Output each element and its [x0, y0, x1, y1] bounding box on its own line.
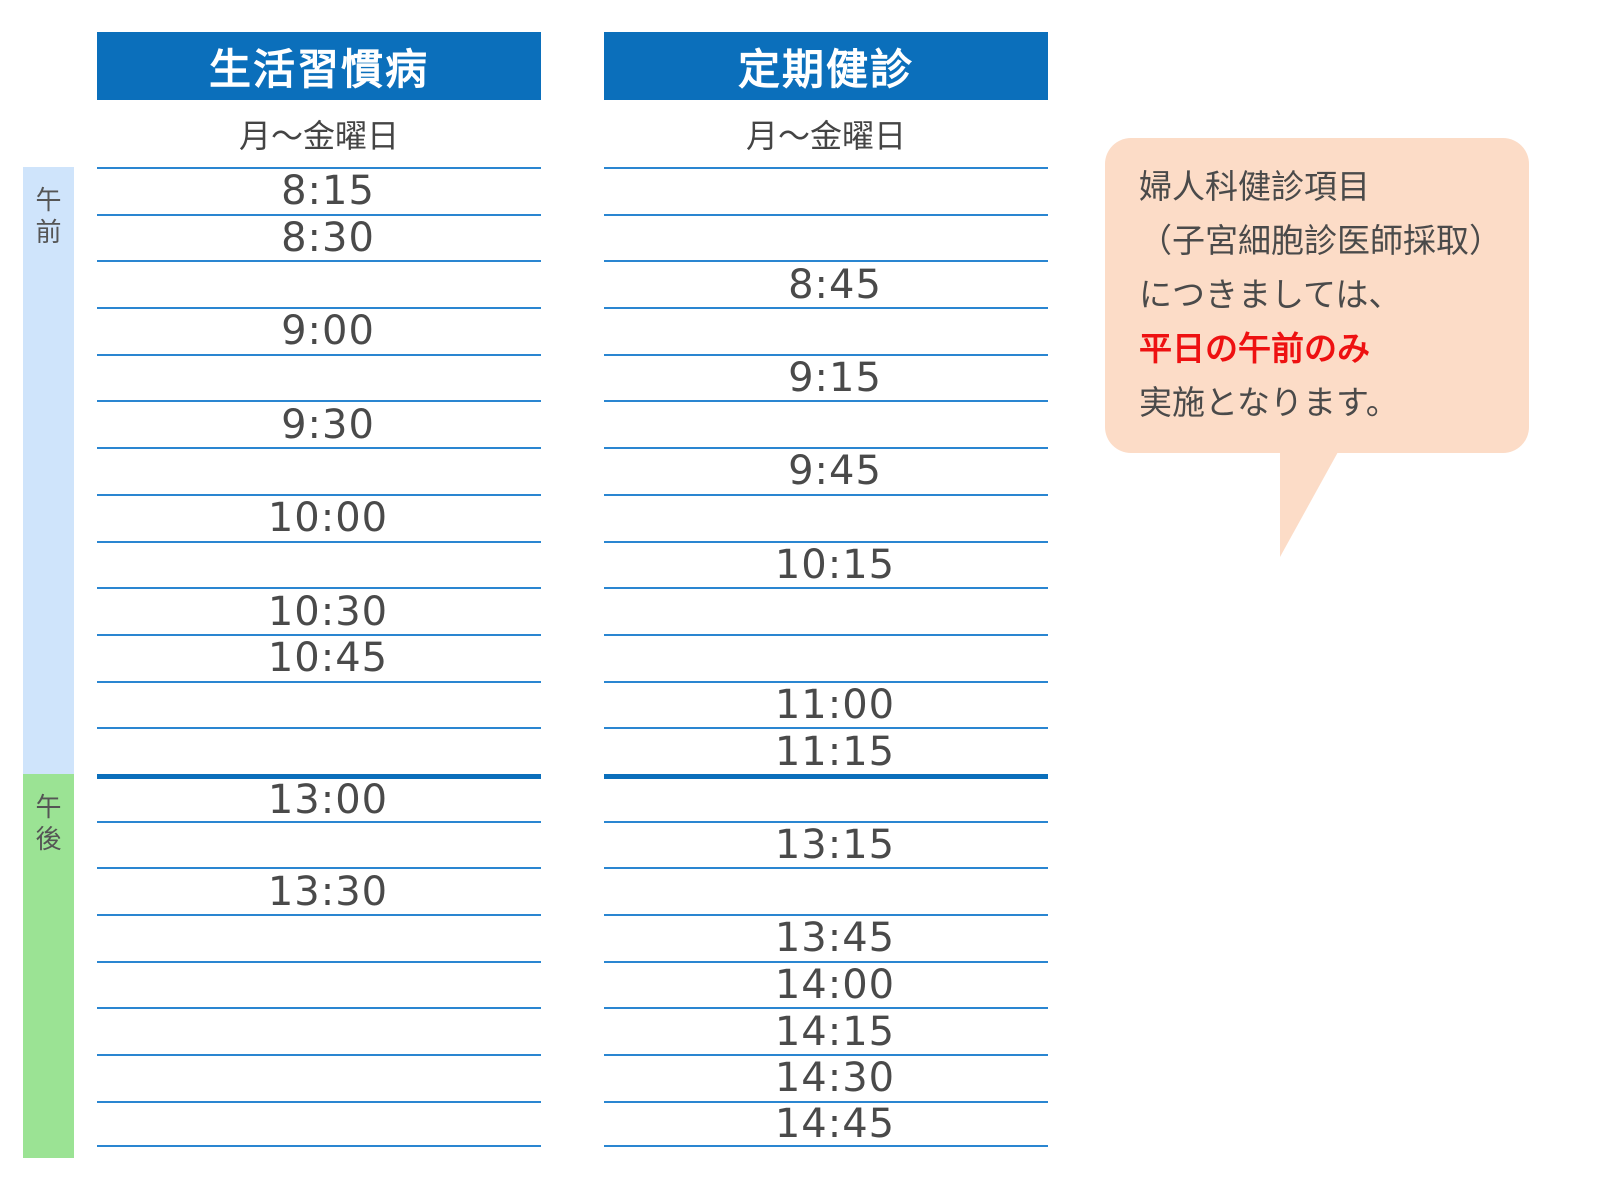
time-slot-row: 9:45	[604, 447, 1048, 494]
time-slot-label: 9:30	[281, 401, 375, 448]
time-slot-row	[97, 960, 541, 1008]
time-slot-list: 8:45 9:15 9:45 10:15 11:00 11:15 13:15 13:45 14:…	[604, 167, 1048, 1148]
time-slot-label: 13:15	[774, 821, 896, 868]
time-slot-label: 11:15	[774, 728, 896, 775]
time-slot-row	[604, 773, 1048, 821]
time-slot-row: 9:30	[97, 400, 541, 447]
time-slot-row: 14:30	[604, 1054, 1048, 1101]
time-slot-label: 10:00	[267, 495, 389, 542]
time-slot-label: 14:45	[774, 1101, 896, 1148]
time-slot-row	[97, 914, 541, 961]
regular-checkup-column: 定期健診 月～金曜日 8:45 9:15 9:45 10:15 11:00 11:15 13…	[604, 32, 1048, 1148]
time-slot-label: 13:30	[267, 868, 389, 915]
time-slot-label: 14:30	[774, 1055, 896, 1102]
note-line: 婦人科健診項目	[1139, 167, 1370, 206]
time-slot-row: 8:30	[97, 213, 541, 262]
time-slot-row	[97, 1007, 541, 1054]
time-slot-label: 13:45	[774, 915, 896, 962]
lifestyle-disease-column: 生活習慣病 月～金曜日 8:15 8:30 9:00 9:30 10:00 10:30 10…	[97, 32, 541, 1148]
afternoon-period-bar: 午 後	[23, 774, 74, 1158]
time-slot-row	[97, 447, 541, 494]
note-line: 実施となります。	[1139, 383, 1399, 422]
time-slot-row: 14:15	[604, 1007, 1048, 1054]
time-slot-row: 13:00	[97, 773, 541, 823]
time-slot-row	[604, 167, 1048, 214]
time-slot-row	[97, 260, 541, 307]
time-slot-row	[604, 867, 1048, 914]
time-slot-row	[97, 353, 541, 401]
time-slot-row: 10:00	[97, 493, 541, 542]
time-slot-row: 11:15	[604, 727, 1048, 774]
time-slot-row	[97, 680, 541, 728]
column-title: 定期健診	[604, 32, 1048, 100]
time-slot-label: 9:00	[281, 308, 375, 355]
time-slot-row: 14:00	[604, 960, 1048, 1009]
time-slot-row	[97, 540, 541, 588]
time-slot-row: 9:00	[97, 307, 541, 354]
time-slot-label: 10:45	[267, 635, 389, 682]
morning-period-bar: 午 前	[23, 167, 74, 774]
time-slot-row: 10:30	[97, 587, 541, 634]
time-slot-label: 13:00	[267, 776, 389, 823]
time-slot-row	[604, 307, 1048, 354]
time-slot-label: 8:30	[281, 215, 375, 262]
time-slot-label: 10:15	[774, 541, 896, 588]
time-slot-row	[97, 820, 541, 868]
time-slot-row: 9:15	[604, 353, 1048, 402]
time-slot-row: 14:45	[604, 1100, 1048, 1148]
time-slot-row	[97, 1054, 541, 1101]
time-slot-label: 8:45	[788, 261, 882, 308]
time-slot-row	[604, 400, 1048, 447]
time-slot-row: 13:45	[604, 914, 1048, 961]
morning-label-2: 前	[35, 218, 62, 248]
time-slot-label: 14:15	[774, 1008, 896, 1055]
time-slot-row	[604, 587, 1048, 634]
column-title: 生活習慣病	[97, 32, 541, 100]
column-days: 月～金曜日	[745, 116, 906, 155]
time-slot-row: 13:30	[97, 867, 541, 914]
time-slot-row: 11:00	[604, 680, 1048, 728]
afternoon-label-2: 後	[35, 825, 62, 855]
time-slot-row: 8:45	[604, 260, 1048, 307]
time-slot-row	[604, 493, 1048, 541]
time-slot-row: 10:45	[97, 633, 541, 682]
time-slot-label: 10:30	[267, 588, 389, 635]
time-slot-row: 8:15	[97, 167, 541, 214]
time-slot-label: 14:00	[774, 962, 896, 1009]
morning-label-1: 午	[35, 186, 62, 216]
time-slot-row: 10:15	[604, 540, 1048, 588]
callout-tail	[1280, 452, 1338, 557]
note-line: につきましては、	[1139, 275, 1402, 314]
column-days: 月～金曜日	[238, 116, 399, 155]
note-line: （子宮細胞診医師採取）	[1139, 221, 1502, 260]
time-slot-row	[97, 727, 541, 774]
time-slot-row	[604, 213, 1048, 261]
time-slot-label: 9:45	[788, 448, 882, 495]
note-callout: 婦人科健診項目 （子宮細胞診医師採取） につきましては、 平日の午前のみ 実施と…	[1105, 138, 1529, 453]
note-line-highlight: 平日の午前のみ	[1139, 329, 1370, 368]
time-slot-row	[97, 1100, 541, 1148]
time-slot-row	[604, 633, 1048, 681]
time-slot-label: 9:15	[788, 355, 882, 402]
time-slot-row: 13:15	[604, 820, 1048, 868]
time-slot-list: 8:15 8:30 9:00 9:30 10:00 10:30 10:45 13:00 13:3…	[97, 167, 541, 1148]
afternoon-label-1: 午	[35, 793, 62, 823]
time-slot-label: 11:00	[774, 681, 896, 728]
time-slot-label: 8:15	[281, 168, 375, 215]
